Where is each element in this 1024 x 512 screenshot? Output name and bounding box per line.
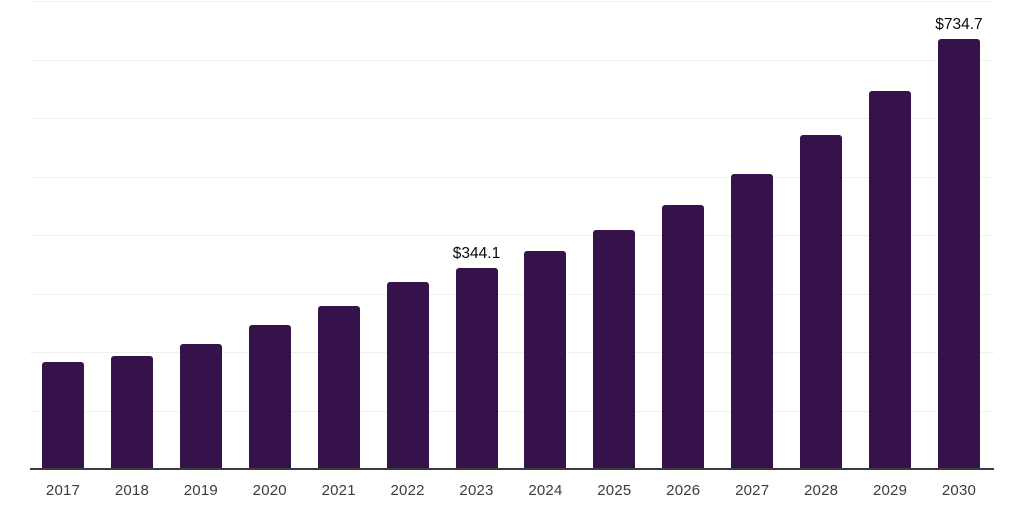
x-tick-label-2027: 2027	[735, 482, 770, 499]
bar-2019[interactable]	[179, 344, 222, 469]
x-tick-label-2017: 2017	[45, 482, 81, 499]
gridline-800	[30, 1, 994, 2]
x-tick-label-2021: 2021	[321, 482, 356, 499]
x-tick-label-2019: 2019	[183, 482, 218, 499]
gridline-400	[30, 235, 994, 236]
gridline-500	[30, 176, 994, 178]
x-tick-label-2024: 2024	[528, 482, 563, 499]
bar-2025[interactable]	[593, 229, 636, 469]
bar-value-label-2030: $734.7	[935, 16, 983, 34]
bar-2020[interactable]	[248, 325, 291, 469]
gridline-700	[30, 59, 994, 61]
bar-2018[interactable]	[110, 356, 153, 469]
bar-2030[interactable]	[937, 39, 980, 469]
bar-2022[interactable]	[386, 281, 429, 469]
gridline-300	[30, 293, 994, 295]
x-tick-label-2025: 2025	[597, 482, 632, 499]
bar-2026[interactable]	[662, 205, 705, 469]
x-axis-line	[30, 468, 994, 470]
x-tick-label-2026: 2026	[666, 482, 701, 499]
bar-2023[interactable]	[455, 267, 498, 469]
bar-2029[interactable]	[869, 90, 912, 469]
bar-2028[interactable]	[800, 135, 843, 469]
bar-2021[interactable]	[317, 305, 360, 469]
x-tick-label-2030: 2030	[941, 482, 977, 499]
x-tick-label-2020: 2020	[252, 482, 287, 499]
bar-value-label-2023: $344.1	[452, 244, 501, 262]
bar-2027[interactable]	[731, 174, 774, 469]
x-tick-label-2018: 2018	[114, 482, 149, 499]
x-tick-label-2023: 2023	[459, 482, 494, 499]
x-tick-label-2028: 2028	[804, 482, 839, 499]
x-tick-label-2022: 2022	[390, 482, 425, 499]
bar-2024[interactable]	[524, 250, 567, 469]
x-tick-label-2029: 2029	[872, 482, 908, 499]
gridline-200	[30, 352, 994, 353]
gridline-100	[30, 410, 994, 412]
bar-2017[interactable]	[42, 362, 84, 469]
gridline-600	[30, 118, 994, 119]
